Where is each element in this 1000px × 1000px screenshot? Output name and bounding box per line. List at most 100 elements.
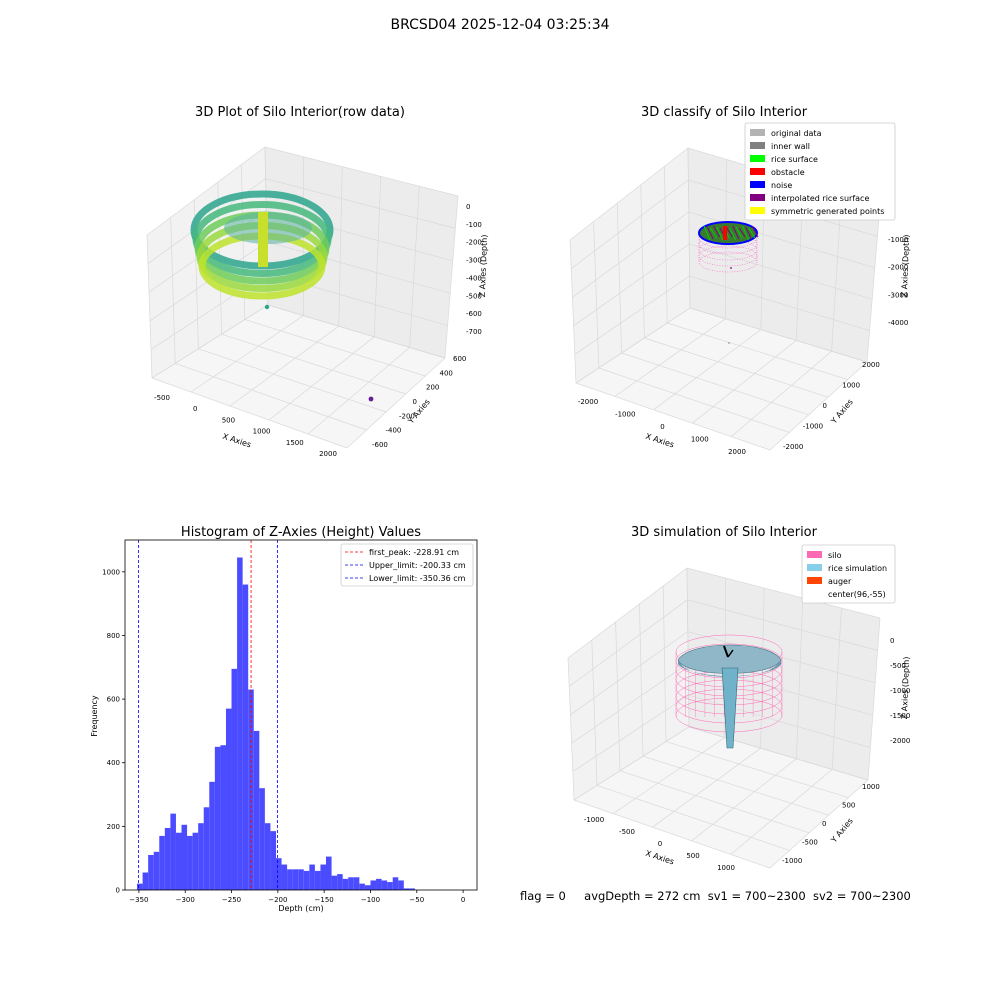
classify-z-tick: -3000 [888, 291, 908, 299]
simulation-axes-grid-line [769, 779, 869, 869]
histogram-x-tick-label: −300 [176, 896, 195, 904]
histogram-bar [248, 689, 254, 890]
simulation-z-tick: 0 [890, 637, 894, 645]
histogram-bar [392, 877, 399, 890]
classify-legend-label: symmetric generated points [771, 207, 884, 216]
raw-axes-grid-line [170, 217, 176, 364]
histogram-bar [359, 883, 365, 890]
simulation-axes-grid-line [652, 747, 761, 828]
classify-axes-floor-pane [576, 308, 867, 450]
classify-axes-grid-line [616, 203, 622, 354]
raw-axes-grid-line [267, 304, 446, 359]
raw-x-tick: 500 [222, 416, 235, 424]
histogram-bar [337, 874, 343, 890]
histogram-legend-label: Upper_limit: -200.33 cm [369, 561, 466, 570]
simulation-axes-grid-line [567, 657, 575, 801]
raw-axes-grid-line [151, 377, 348, 449]
histogram-bar [237, 557, 243, 890]
classify-legend-label: obstacle [771, 168, 805, 177]
simulation-axes-grid-line [613, 737, 725, 814]
histogram-bar [225, 708, 232, 890]
histogram-bar [364, 885, 371, 890]
simulation-axes-grid-line [796, 597, 804, 759]
histogram-bar [187, 835, 193, 890]
simulation-3d-panel: 3D simulation of Silo Interior -1000 -500 0… [567, 525, 911, 872]
raw-axes-floor-pane [152, 305, 445, 448]
raw-x-tick: 0 [193, 405, 197, 413]
histogram-x-tick-label: −150 [315, 896, 334, 904]
raw-x-tick: 1500 [286, 439, 304, 447]
histogram-bar [292, 869, 299, 890]
histogram-bar [198, 823, 204, 890]
histogram-bar [164, 827, 171, 890]
classify-surface-point [706, 226, 714, 240]
classify-legend-swatch [750, 181, 765, 188]
classify-surface-point [735, 226, 743, 239]
histogram-bar [170, 813, 176, 890]
histogram-x-tick-label: −100 [361, 896, 380, 904]
simulation-legend-swatch [807, 590, 822, 597]
histogram-bar [209, 781, 215, 890]
classify-noise-point [730, 267, 732, 269]
classify-y-tick: -1000 [803, 423, 823, 431]
classify-axes-left-pane [570, 148, 690, 383]
histogram-bar [242, 584, 249, 890]
histogram-legend-box [340, 543, 474, 587]
classify-legend-swatch [750, 142, 765, 149]
histogram-bar [331, 875, 338, 890]
simulation-axes-grid-line [665, 741, 849, 798]
simulation-xlabel: X Axies [644, 849, 675, 867]
raw-axes-grid-line [268, 336, 375, 421]
raw-axes-grid-line [146, 146, 459, 236]
flag-text: flag = 0 [520, 889, 566, 903]
classify-axes-grid-line [569, 239, 577, 384]
classify-z-tick: -2000 [888, 264, 908, 272]
classify-surface-point [738, 227, 746, 238]
raw-z-tick: -300 [466, 257, 482, 265]
classify-axes-grid-line [598, 367, 790, 433]
classify-xlabel: X Axies [644, 432, 675, 450]
classify-symmetric-ring [698, 245, 758, 267]
classify-axes-grid-line [866, 204, 881, 363]
classify-surface-point [709, 227, 717, 239]
simulation-y-tick: -500 [802, 839, 818, 847]
raw-y-tick: -400 [386, 427, 402, 435]
histogram-panel: Histogram of Z-Axies (Height) Values −350… [90, 525, 478, 913]
histogram-x-tick-label: −200 [268, 896, 287, 904]
simulation-y-tick: 0 [822, 820, 826, 828]
classify-x-tick: -2000 [578, 398, 598, 406]
classify-z-tick: -4000 [888, 319, 908, 327]
classify-x-tick: -1000 [615, 411, 635, 419]
simulation-x-tick: 500 [686, 852, 699, 860]
histogram-bar [353, 877, 360, 890]
classify-legend-label: interpolated rice surface [771, 194, 869, 203]
raw-axes-grid-line [229, 325, 340, 407]
classify-axes-grid-line [667, 322, 848, 380]
histogram-x-tick-label: −50 [409, 896, 424, 904]
classify-obstacle-marker [723, 226, 727, 240]
classify-surface-point [725, 226, 733, 238]
histogram-bar [264, 823, 271, 890]
classify-noise-point [728, 342, 730, 344]
simulation-rice-funnel [721, 667, 739, 749]
histogram-bar [298, 869, 304, 890]
raw-x-tick: 2000 [319, 450, 337, 458]
histogram-bar [376, 878, 382, 890]
classify-x-tick: 1000 [691, 436, 709, 444]
status-line: flag = 0 avgDepth = 272 cm sv1 = 700~230… [520, 889, 911, 903]
histogram-bar [142, 872, 149, 890]
histogram-legend-label: first_peak: -228.91 cm [369, 548, 459, 557]
classify-surface-point [741, 225, 749, 241]
raw-z-tick: -500 [466, 292, 482, 300]
raw-z-tick: -700 [466, 328, 482, 336]
histogram-bar [320, 864, 327, 890]
simulation-x-tick: -1000 [584, 816, 604, 824]
raw-z-tick: -600 [466, 310, 482, 318]
histogram-bar [342, 878, 349, 890]
simulation-z-tick: -1500 [890, 712, 910, 720]
simulation-legend-swatch [807, 564, 822, 571]
histogram-x-tick-label: −350 [129, 896, 148, 904]
classify-legend-label: noise [771, 181, 792, 190]
classify-surface-point [732, 225, 740, 240]
